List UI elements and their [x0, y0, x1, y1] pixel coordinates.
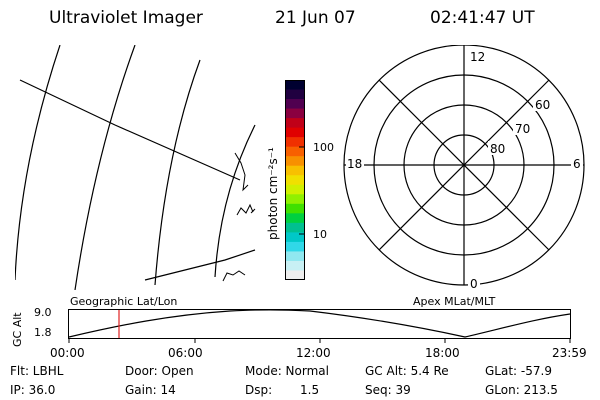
colorbar-segment [285, 99, 305, 110]
mlt-label-18: 18 [347, 157, 362, 171]
seq-info: Seq: 39 [365, 383, 411, 397]
colorbar-segment [285, 137, 305, 148]
x-tick-0000: 00:00 [50, 346, 85, 360]
latitude-arc [154, 59, 201, 286]
colorbar-segment [285, 241, 305, 252]
colorbar-segment [285, 203, 305, 214]
glon-info: GLon: 213.5 [485, 383, 558, 397]
mode-info: Mode: Normal [245, 364, 329, 378]
dsp-value: 1.5 [300, 383, 320, 397]
mlt-label-6: 6 [573, 157, 581, 171]
coastline [236, 203, 254, 216]
colorbar-segment [285, 118, 305, 129]
altitude-plot [68, 309, 571, 343]
colorbar-segment [285, 232, 305, 243]
x-tick-1200: 12:00 [296, 346, 331, 360]
y-axis-label: GC Alt [11, 312, 24, 347]
geographic-map [15, 45, 256, 290]
colorbar-segment [285, 222, 305, 233]
colorbar-segment [285, 165, 305, 176]
mlat-label-60: 60 [535, 98, 550, 112]
mlat-label-70: 70 [515, 122, 530, 136]
mlt-label-0: 0 [470, 277, 478, 291]
colorbar-segment [285, 184, 305, 195]
colorbar-segment [285, 175, 305, 186]
latitude-arc [74, 45, 136, 290]
longitude-line [144, 249, 256, 281]
dsp-label: Dsp: [245, 383, 273, 397]
colorbar-segment [285, 194, 305, 205]
colorbar-segment [285, 146, 305, 157]
filter-info: Flt: LBHL [10, 364, 64, 378]
colorbar-segment [285, 108, 305, 119]
geo-coord-label: Geographic Lat/Lon [70, 295, 178, 308]
time-display: 02:41:47 UT [430, 8, 535, 28]
glat-info: GLat: -57.9 [485, 364, 552, 378]
apex-coord-label: Apex MLat/MLT [413, 295, 496, 308]
colorbar-unit-label: photon cm⁻²s⁻¹ [266, 147, 280, 240]
colorbar-segment [285, 127, 305, 138]
app-title: Ultraviolet Imager [49, 8, 203, 28]
colorbar-segment [285, 213, 305, 224]
colorbar [285, 80, 305, 280]
x-tick-1800: 18:00 [425, 346, 460, 360]
coastline [234, 152, 249, 192]
colorbar-segment [285, 80, 305, 91]
colorbar-segment [285, 251, 305, 262]
altitude-curve [68, 309, 571, 338]
latitude-arc [214, 124, 256, 278]
date-display: 21 Jun 07 [275, 8, 356, 28]
y-tick-bottom: 1.8 [34, 326, 52, 339]
coastline [222, 270, 246, 282]
y-tick-top: 9.0 [34, 306, 52, 319]
mlat-label-80: 80 [490, 142, 505, 156]
x-tick-0600: 06:00 [168, 346, 203, 360]
gain-info: Gain: 14 [125, 383, 176, 397]
door-info: Door: Open [125, 364, 194, 378]
colorbar-tick-100: 100 [313, 141, 334, 154]
colorbar-segment [285, 89, 305, 100]
coastline [250, 208, 256, 214]
mlt-label-12: 12 [470, 50, 485, 64]
colorbar-tick-10: 10 [313, 228, 327, 241]
x-tick-2359: 23:59 [552, 346, 587, 360]
gc-alt-info: GC Alt: 5.4 Re [365, 364, 449, 378]
longitude-line [19, 79, 241, 181]
colorbar-segment [285, 156, 305, 167]
colorbar-segment [285, 260, 305, 271]
polar-plot: 12 0 18 6 60 70 80 [343, 45, 585, 291]
latitude-arc [15, 45, 61, 281]
colorbar-segment [285, 270, 305, 280]
ip-info: IP: 36.0 [10, 383, 56, 397]
